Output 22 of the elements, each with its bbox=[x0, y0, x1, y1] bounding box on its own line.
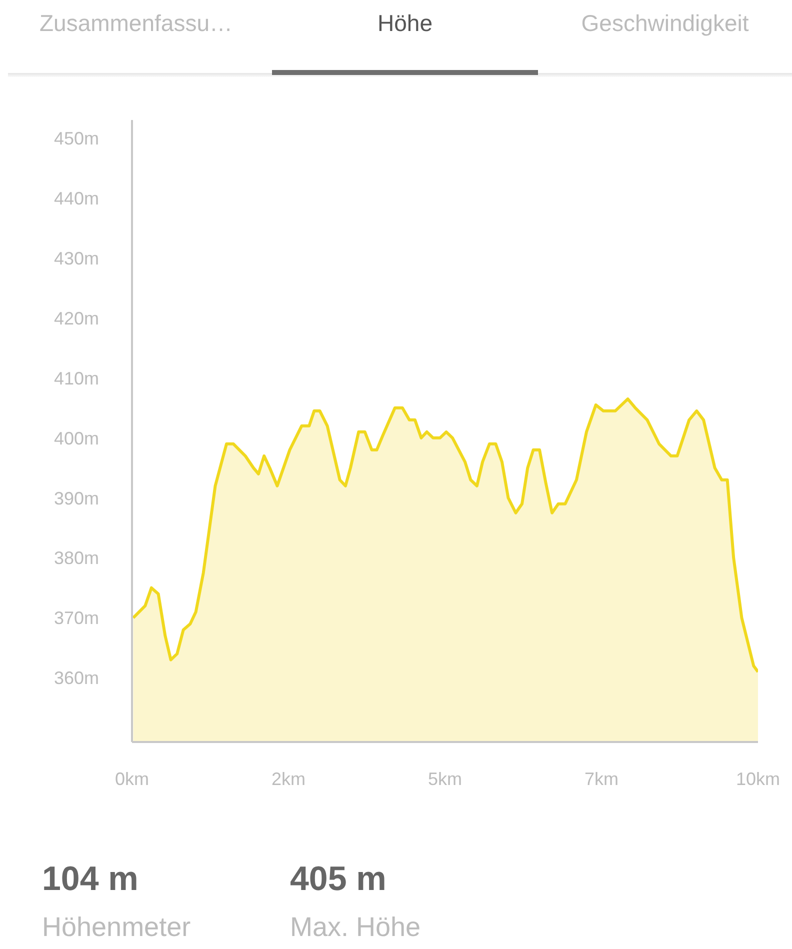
x-tick-label: 10km bbox=[736, 768, 780, 789]
y-tick-label: 400m bbox=[54, 428, 99, 448]
y-tick-label: 450m bbox=[54, 128, 99, 148]
text: Zusammenfassu… bbox=[38, 10, 234, 37]
y-tick-label: 440m bbox=[54, 188, 99, 208]
y-tick-label: 410m bbox=[54, 368, 99, 388]
x-tick-label: 2km bbox=[271, 768, 306, 789]
x-tick-label: 5km bbox=[428, 768, 462, 789]
y-tick-label: 430m bbox=[54, 248, 99, 268]
y-tick-label: 390m bbox=[54, 488, 99, 508]
text: Geschwindigkeit bbox=[580, 10, 750, 37]
text: Max. Höhe bbox=[290, 912, 421, 943]
text: 104 m bbox=[42, 860, 138, 899]
text: 405 m bbox=[290, 860, 386, 899]
y-tick-label: 370m bbox=[54, 608, 99, 628]
y-tick-label: 380m bbox=[54, 548, 99, 568]
text: Höhenmeter bbox=[42, 912, 191, 943]
x-tick-label: 7km bbox=[584, 768, 619, 789]
y-tick-label: 420m bbox=[54, 308, 99, 328]
text: Höhe bbox=[376, 10, 434, 37]
x-tick-label: 0km bbox=[114, 768, 150, 789]
y-tick-label: 360m bbox=[54, 668, 99, 688]
